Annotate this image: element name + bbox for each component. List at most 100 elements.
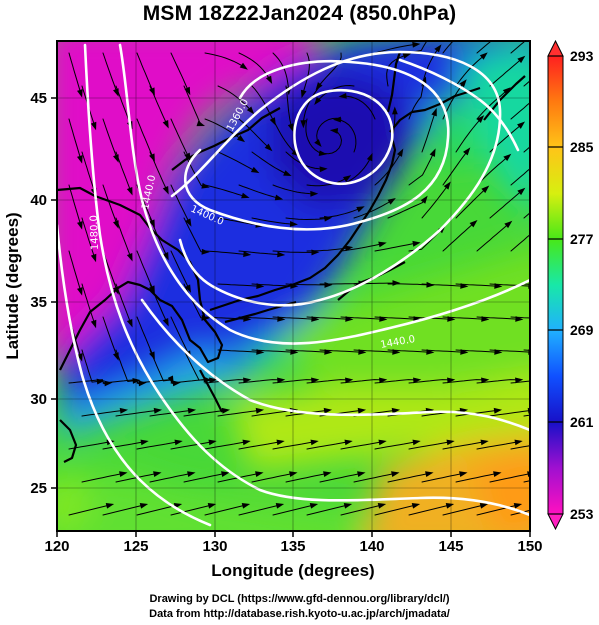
credit-drawing: Drawing by DCL (https://www.gfd-dennou.o… (149, 593, 450, 605)
streamline-arrow (250, 166, 260, 174)
streamline-arrow (319, 166, 328, 173)
streamline (306, 441, 349, 450)
streamline-arrow (255, 471, 264, 478)
streamline (374, 441, 417, 450)
streamline (387, 472, 430, 483)
streamline-arrow (505, 24, 511, 30)
streamline-arrow (357, 407, 367, 414)
streamline (374, 316, 418, 320)
streamline-arrow (539, 24, 545, 30)
streamline (455, 349, 499, 353)
streamline-arrow (443, 181, 451, 190)
streamline-arrow (76, 353, 83, 362)
streamline-arrow (126, 318, 133, 328)
streamline-arrow (539, 222, 545, 228)
streamline-arrow (126, 252, 133, 262)
streamline (408, 152, 435, 186)
streamline (442, 379, 486, 384)
streamline (217, 349, 261, 353)
streamline-arrow (162, 120, 169, 129)
streamline (238, 184, 280, 199)
streamline-arrow (76, 287, 83, 296)
streamline (442, 441, 485, 450)
streamline (81, 217, 96, 259)
streamline-arrow (274, 194, 284, 201)
colorbar: 293 285 277 269 261 253 (547, 39, 594, 531)
streamline (81, 151, 96, 193)
streamline (183, 217, 206, 253)
streamline (217, 409, 261, 417)
streamline (68, 379, 109, 385)
streamline (374, 43, 417, 54)
streamline (136, 504, 179, 516)
y-tick-30: 30 (30, 391, 47, 408)
streamline-arrow (162, 318, 169, 327)
streamline-arrow (413, 377, 422, 384)
streamline (316, 84, 355, 103)
streamline-arrow (207, 503, 217, 509)
streamline (476, 223, 510, 252)
streamline (387, 283, 431, 286)
streamline-arrow (412, 439, 421, 446)
streamline (476, 41, 492, 54)
streamline (489, 349, 530, 353)
streamline (489, 190, 523, 219)
streamline (306, 379, 350, 384)
streamline (136, 52, 154, 93)
streamline (285, 85, 293, 129)
streamline (170, 118, 190, 158)
streamline (81, 283, 96, 325)
streamline-arrow (344, 245, 354, 252)
streamline-arrow (446, 439, 455, 446)
streamline (251, 349, 295, 353)
streamline-arrow (90, 319, 97, 329)
streamline-arrow (90, 121, 97, 131)
streamline (455, 188, 487, 219)
streamline (455, 472, 498, 483)
y-tick-25: 25 (30, 480, 47, 497)
streamline-arrow (242, 439, 251, 446)
streamline (319, 349, 363, 353)
streamline-arrow (481, 185, 490, 194)
streamline (374, 504, 417, 516)
streamline-arrow (277, 316, 286, 322)
streamline-arrow (425, 471, 434, 478)
axis-ticks (51, 97, 531, 537)
streamline-arrow (392, 349, 401, 355)
credit-data: Data from http://database.rish.kyoto-u.a… (149, 608, 450, 620)
streamline (510, 380, 530, 384)
streamline (476, 379, 520, 384)
streamline-arrow (513, 503, 523, 509)
streamline (317, 52, 342, 88)
streamline-arrow (377, 503, 387, 509)
streamline-arrow (460, 349, 469, 355)
streamline (489, 473, 530, 483)
streamline (251, 472, 294, 483)
x-tick-150: 150 (517, 538, 542, 555)
streamline (340, 441, 383, 450)
streamline (204, 379, 248, 384)
streamline-arrow (140, 439, 149, 446)
streamline (102, 184, 118, 226)
streamline (476, 316, 520, 320)
streamline (102, 441, 145, 450)
streamline-arrow (358, 349, 367, 355)
streamline-arrow (209, 377, 218, 384)
streamline (217, 85, 252, 112)
streamline-arrow (311, 316, 320, 322)
streamline-arrow (378, 241, 387, 248)
streamline (374, 379, 418, 384)
streamline (421, 349, 465, 353)
streamline (68, 184, 82, 226)
streamline (306, 504, 349, 516)
streamline (102, 118, 118, 160)
streamline (149, 283, 168, 323)
streamline-arrow (345, 377, 354, 384)
streamline (340, 379, 384, 384)
chart-title: MSM 18Z22Jan2024 (850.0hPa) (142, 2, 457, 25)
streamline (170, 52, 189, 92)
streamline-arrow (264, 143, 273, 152)
streamline (251, 217, 294, 225)
streamline (510, 316, 530, 319)
